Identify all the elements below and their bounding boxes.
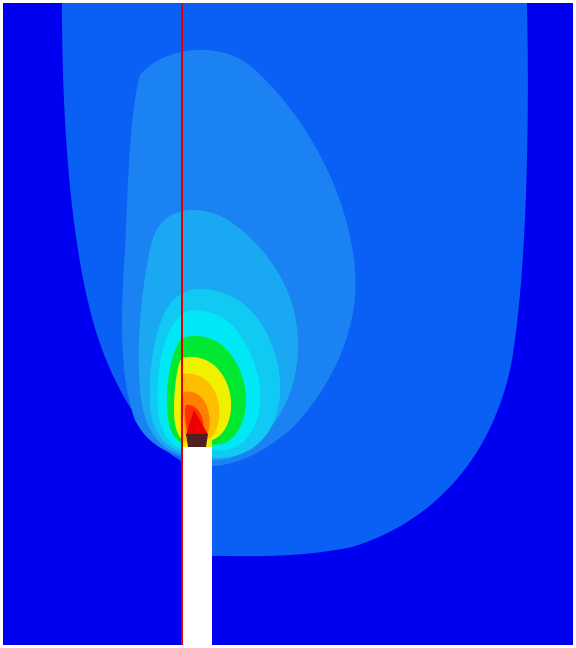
contour-level-11: [186, 410, 208, 436]
dark-corner-cell: [186, 434, 208, 447]
insert-rectangle: [183, 447, 212, 645]
